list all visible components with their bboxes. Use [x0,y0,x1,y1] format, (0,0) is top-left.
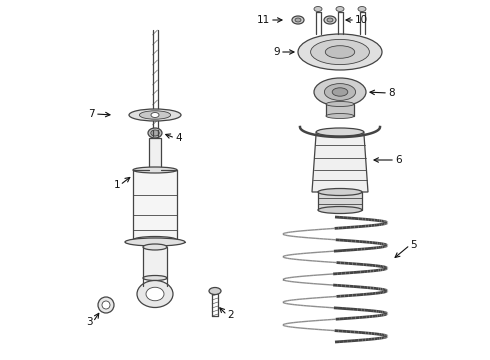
Ellipse shape [358,6,366,12]
Ellipse shape [311,39,369,64]
Ellipse shape [314,78,366,106]
Polygon shape [143,247,167,278]
Ellipse shape [102,301,110,309]
Ellipse shape [326,102,354,107]
Ellipse shape [209,288,221,294]
Text: 2: 2 [227,310,234,320]
Text: 4: 4 [175,133,182,143]
Ellipse shape [133,167,177,173]
Polygon shape [326,104,354,116]
Polygon shape [133,170,177,240]
Ellipse shape [314,6,322,12]
Ellipse shape [324,84,356,100]
Ellipse shape [318,189,362,195]
Ellipse shape [133,237,177,243]
Ellipse shape [143,275,167,280]
Ellipse shape [151,130,159,136]
Ellipse shape [326,113,354,118]
Ellipse shape [316,128,364,136]
Ellipse shape [98,297,114,313]
Ellipse shape [292,16,304,24]
Ellipse shape [137,280,173,307]
Ellipse shape [139,111,171,119]
Text: 9: 9 [273,47,280,57]
Polygon shape [312,132,368,192]
Polygon shape [318,192,362,210]
Text: 1: 1 [113,180,120,190]
Ellipse shape [298,34,382,70]
Polygon shape [149,138,161,170]
Ellipse shape [146,287,164,301]
Text: 10: 10 [355,15,368,25]
Text: 7: 7 [88,109,95,119]
Ellipse shape [125,238,185,246]
Text: 3: 3 [86,317,93,327]
Ellipse shape [332,88,348,96]
Ellipse shape [129,109,181,121]
Text: 11: 11 [257,15,270,25]
Ellipse shape [148,128,162,138]
Text: 8: 8 [388,88,394,98]
Ellipse shape [327,18,333,22]
Ellipse shape [325,46,355,58]
Ellipse shape [336,6,344,12]
Ellipse shape [143,244,167,250]
Ellipse shape [151,112,159,117]
Ellipse shape [318,207,362,213]
Text: 5: 5 [410,240,416,250]
Text: 6: 6 [395,155,402,165]
Ellipse shape [324,16,336,24]
Ellipse shape [295,18,301,22]
